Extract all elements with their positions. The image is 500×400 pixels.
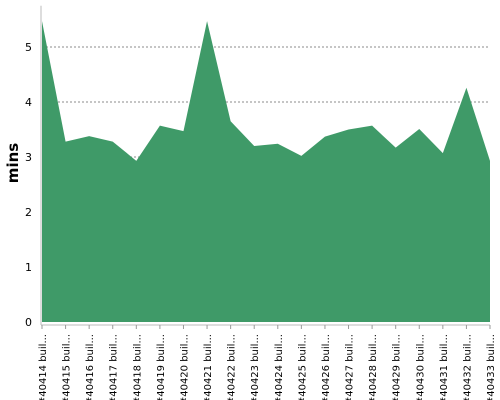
x-tick-label: #40426 buil... xyxy=(321,334,332,400)
x-tick-label: #40432 buil... xyxy=(462,334,473,400)
x-tick-label: #40430 buil... xyxy=(415,334,426,400)
x-tick-label: #40433 buil... xyxy=(486,334,497,400)
x-tick-label: #40416 buil... xyxy=(85,334,96,400)
x-tick-label: #40427 buil... xyxy=(345,334,356,400)
y-tick-label: 3 xyxy=(25,151,32,164)
x-axis-ticks: #40414 buil... #40415 buil... #40416 buil.… xyxy=(38,325,497,400)
x-tick-label: #40423 buil... xyxy=(250,334,261,400)
x-tick-label: #40431 buil... xyxy=(439,334,450,400)
y-tick-label: 2 xyxy=(25,206,32,219)
x-tick-label: #40425 buil... xyxy=(297,334,308,400)
x-tick-label: #40429 buil... xyxy=(392,334,403,400)
x-tick-label: #40422 buil... xyxy=(227,334,238,400)
area-series xyxy=(42,21,490,323)
x-tick-label: #40417 buil... xyxy=(109,334,120,400)
y-tick-label: 4 xyxy=(25,96,32,109)
x-tick-label: #40414 buil... xyxy=(38,334,49,400)
x-tick-label: #40421 buil... xyxy=(203,334,214,400)
x-tick-label: #40419 buil... xyxy=(156,334,167,400)
y-axis-ticks: 0 1 2 3 4 5 xyxy=(25,41,32,329)
x-tick-label: #40428 buil... xyxy=(368,334,379,400)
x-tick-label: #40415 buil... xyxy=(62,334,73,400)
x-tick-label: #40420 buil... xyxy=(179,334,190,400)
y-tick-label: 1 xyxy=(25,261,32,274)
y-axis-label: mins xyxy=(4,143,22,183)
x-tick-label: #40424 buil... xyxy=(274,334,285,400)
x-tick-label: #40418 buil... xyxy=(132,334,143,400)
y-tick-label: 0 xyxy=(25,316,32,329)
y-tick-label: 5 xyxy=(25,41,32,54)
